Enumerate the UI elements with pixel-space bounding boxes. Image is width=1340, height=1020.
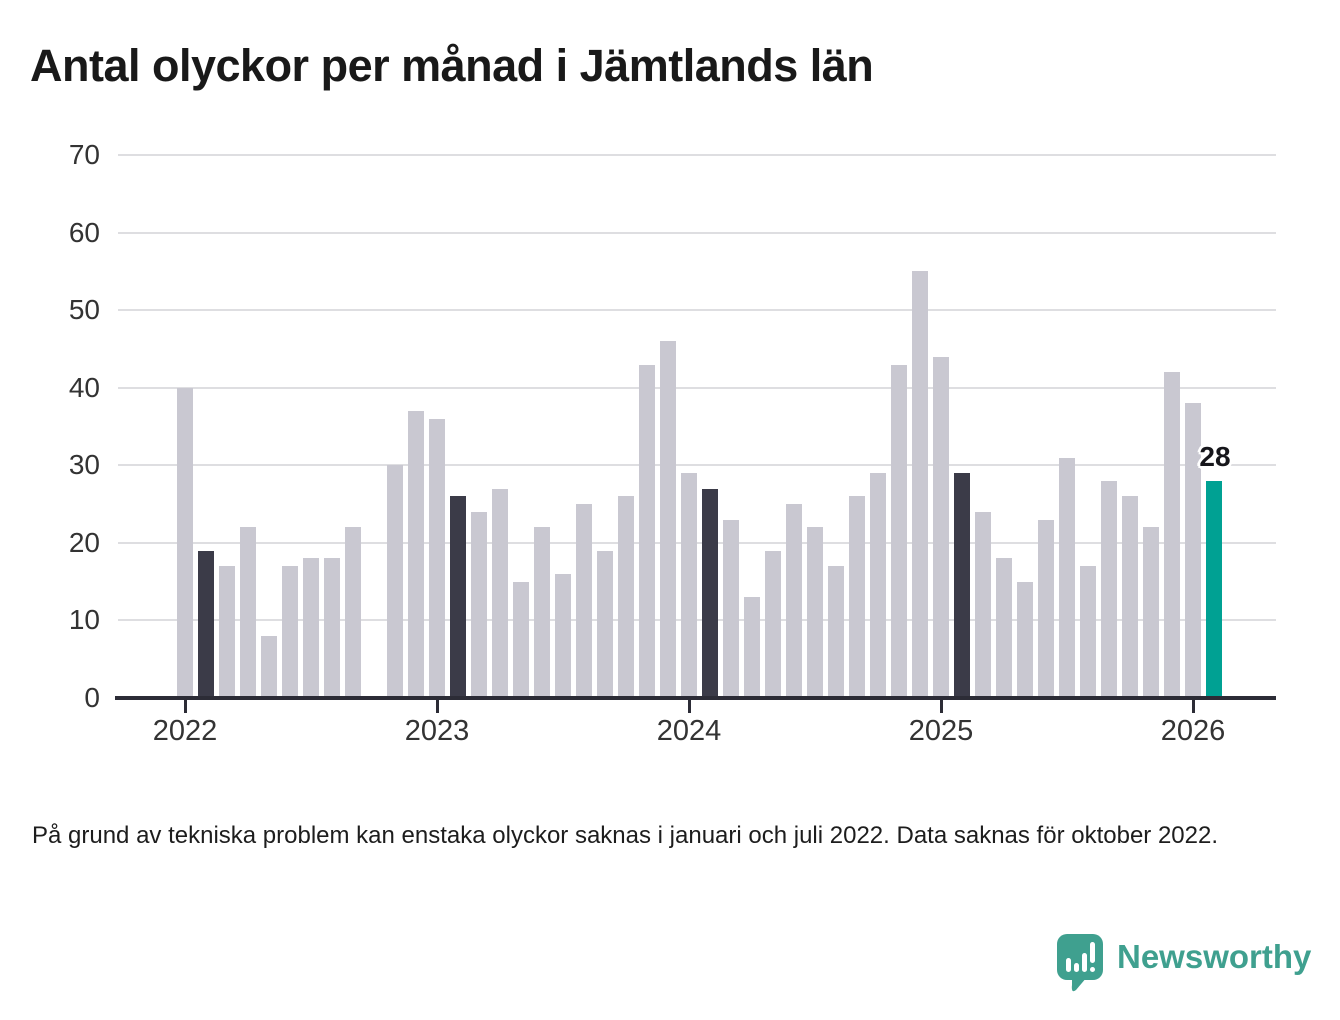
bar-2025-01	[933, 356, 949, 698]
bar-2025-11	[1143, 527, 1159, 698]
bar-2023-02	[450, 496, 466, 698]
bar-2024-09	[849, 496, 865, 698]
bar-2025-02	[954, 473, 970, 698]
bar-2022-08	[324, 558, 340, 698]
y-tick-label-70: 70	[68, 139, 100, 171]
bar-2022-12	[408, 411, 424, 698]
bar-2023-08	[576, 504, 592, 698]
bar-2022-04	[240, 527, 256, 698]
bar-2022-02	[198, 550, 214, 698]
bar-2022-01	[177, 387, 193, 698]
bar-2023-05	[513, 581, 529, 698]
bar-2024-01	[681, 473, 697, 698]
bar-2026-01	[1185, 403, 1201, 698]
last-bar-value-label: 28	[1199, 441, 1231, 472]
bar-2025-06	[1038, 519, 1054, 698]
bar-2023-11	[639, 364, 655, 698]
bar-2025-10	[1122, 496, 1138, 698]
x-axis-tick-2026	[1191, 700, 1195, 713]
y-tick-label-0: 0	[84, 682, 100, 713]
gridline-20	[118, 541, 1276, 544]
bar-2025-12	[1164, 372, 1180, 698]
x-axis-line	[115, 696, 1276, 700]
y-tick-label-30: 30	[68, 449, 100, 481]
gridline-60	[118, 231, 1276, 234]
bar-2025-08	[1080, 566, 1096, 698]
bar-2024-02	[702, 488, 718, 698]
bar-2025-03	[975, 511, 991, 698]
bar-2023-07	[555, 573, 571, 698]
y-tick-label-60: 60	[68, 216, 100, 248]
y-tick-label-40: 40	[68, 371, 100, 403]
bar-2023-04	[492, 488, 508, 698]
y-tick-label-50: 50	[68, 294, 100, 326]
bar-2024-12	[912, 271, 928, 698]
newsworthy-logo-icon	[1057, 934, 1103, 992]
bar-2024-11	[891, 364, 907, 698]
y-tick-label-10: 10	[68, 604, 100, 636]
bar-2024-08	[828, 566, 844, 698]
newsworthy-logo-text: Newsworthy	[1117, 938, 1312, 975]
x-tick-label-2023: 2023	[404, 715, 470, 747]
bar-2024-04	[744, 597, 760, 698]
bar-2025-04	[996, 558, 1012, 698]
x-tick-label-2022: 2022	[152, 715, 218, 747]
y-tick-label-20: 20	[68, 526, 100, 558]
bar-2022-06	[282, 566, 298, 698]
x-axis-tick-2025	[939, 700, 943, 713]
bar-2023-10	[618, 496, 634, 698]
bar-2023-01	[429, 418, 445, 698]
gridline-30	[118, 464, 1276, 467]
bar-2024-10	[870, 473, 886, 698]
bar-2024-06	[786, 504, 802, 698]
bar-2025-05	[1017, 581, 1033, 698]
bar-2023-09	[597, 550, 613, 698]
bar-2025-07	[1059, 457, 1075, 698]
gridline-70	[118, 154, 1276, 157]
newsworthy-logo: Newsworthy	[1056, 933, 1311, 993]
x-axis-tick-2022	[183, 700, 187, 713]
bar-2022-09	[345, 527, 361, 698]
bar-2024-03	[723, 519, 739, 698]
bar-2024-07	[807, 527, 823, 698]
bar-2024-05	[765, 550, 781, 698]
bar-2022-05	[261, 635, 277, 698]
x-axis-tick-2023	[435, 700, 439, 713]
x-axis-tick-2024	[687, 700, 691, 713]
chart-title: Antal olyckor per månad i Jämtlands län	[30, 40, 874, 91]
bar-2022-03	[219, 566, 235, 698]
bar-2022-11	[387, 465, 403, 698]
gridline-50	[118, 309, 1276, 312]
bar-2022-07	[303, 558, 319, 698]
x-tick-label-2024: 2024	[656, 715, 722, 747]
bar-2023-03	[471, 511, 487, 698]
x-tick-label-2026: 2026	[1160, 715, 1226, 747]
footnote: På grund av tekniska problem kan enstaka…	[32, 822, 1219, 849]
bar-2025-09	[1101, 480, 1117, 698]
bar-2023-06	[534, 527, 550, 698]
bar-2023-12	[660, 341, 676, 698]
gridline-40	[118, 386, 1276, 389]
bar-2026-02	[1206, 480, 1222, 698]
x-tick-label-2025: 2025	[908, 715, 974, 747]
gridline-10	[118, 619, 1276, 622]
